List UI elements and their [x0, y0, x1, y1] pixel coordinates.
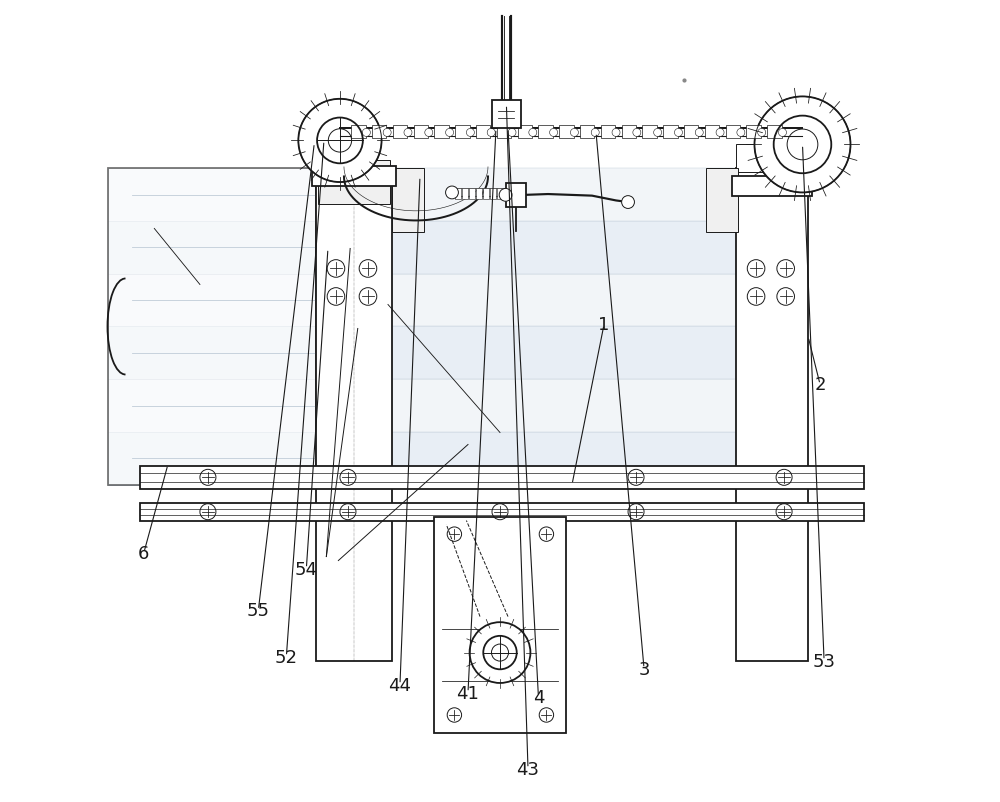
Bar — [392, 169, 424, 233]
Bar — [351, 126, 366, 139]
Bar — [108, 432, 316, 485]
Text: 44: 44 — [388, 676, 411, 694]
Bar — [108, 327, 316, 379]
Bar — [559, 126, 574, 139]
Bar — [736, 169, 808, 661]
Bar — [140, 504, 864, 520]
Circle shape — [778, 129, 786, 137]
Bar — [506, 184, 526, 208]
Bar — [663, 126, 678, 139]
Bar — [312, 167, 396, 187]
Bar — [601, 126, 615, 139]
Circle shape — [487, 129, 495, 137]
Bar — [392, 379, 736, 432]
Bar — [108, 169, 316, 222]
Circle shape — [737, 129, 745, 137]
Bar — [140, 467, 864, 489]
Text: 53: 53 — [813, 652, 836, 670]
Circle shape — [508, 129, 516, 137]
Bar — [318, 161, 390, 205]
Bar — [497, 189, 503, 200]
Bar — [684, 126, 698, 139]
Bar — [736, 145, 808, 173]
Bar — [622, 126, 636, 139]
Bar — [434, 516, 566, 733]
Bar — [476, 189, 482, 200]
Bar — [476, 126, 490, 139]
Circle shape — [446, 129, 454, 137]
Bar — [392, 169, 736, 222]
Bar — [483, 189, 489, 200]
Bar — [108, 379, 316, 432]
Circle shape — [716, 129, 724, 137]
Circle shape — [298, 99, 382, 183]
Text: 41: 41 — [457, 684, 479, 702]
Bar — [392, 222, 736, 274]
Bar — [108, 222, 316, 274]
Bar — [490, 189, 496, 200]
Bar — [726, 126, 740, 139]
Text: 54: 54 — [295, 560, 318, 577]
Bar — [392, 327, 736, 379]
Text: 4: 4 — [533, 688, 544, 706]
Circle shape — [633, 129, 641, 137]
Circle shape — [425, 129, 433, 137]
Bar — [434, 126, 449, 139]
Bar — [462, 189, 468, 200]
Circle shape — [758, 129, 766, 137]
Circle shape — [499, 189, 512, 202]
Circle shape — [570, 129, 578, 137]
Circle shape — [622, 196, 634, 209]
Bar — [732, 177, 812, 197]
Bar — [414, 126, 428, 139]
Circle shape — [383, 129, 391, 137]
Bar — [538, 126, 553, 139]
Text: 6: 6 — [138, 544, 150, 562]
Bar — [469, 189, 475, 200]
Bar — [392, 432, 736, 485]
Circle shape — [550, 129, 558, 137]
Bar — [372, 126, 386, 139]
Circle shape — [754, 97, 850, 193]
Text: 55: 55 — [247, 602, 270, 619]
Circle shape — [529, 129, 537, 137]
Bar — [746, 126, 761, 139]
Circle shape — [674, 129, 682, 137]
Circle shape — [591, 129, 599, 137]
Bar — [497, 126, 511, 139]
Circle shape — [446, 187, 458, 200]
Bar — [492, 101, 521, 129]
Circle shape — [695, 129, 703, 137]
Circle shape — [612, 129, 620, 137]
Bar — [767, 126, 782, 139]
Bar — [455, 189, 461, 200]
Bar — [316, 169, 392, 661]
Bar — [705, 126, 719, 139]
Bar — [455, 126, 470, 139]
Text: 3: 3 — [638, 660, 650, 678]
Bar — [108, 169, 316, 485]
Text: 43: 43 — [517, 759, 540, 778]
Bar — [642, 126, 657, 139]
Bar — [392, 274, 736, 327]
Bar — [108, 274, 316, 327]
Text: 1: 1 — [598, 316, 610, 334]
Text: 52: 52 — [275, 648, 298, 666]
Circle shape — [654, 129, 662, 137]
Circle shape — [466, 129, 474, 137]
Circle shape — [470, 622, 530, 683]
Circle shape — [362, 129, 370, 137]
Bar — [580, 126, 594, 139]
Text: 2: 2 — [814, 376, 826, 394]
Circle shape — [404, 129, 412, 137]
Bar — [393, 126, 407, 139]
Bar — [504, 189, 510, 200]
Bar — [518, 126, 532, 139]
Bar — [706, 169, 738, 233]
